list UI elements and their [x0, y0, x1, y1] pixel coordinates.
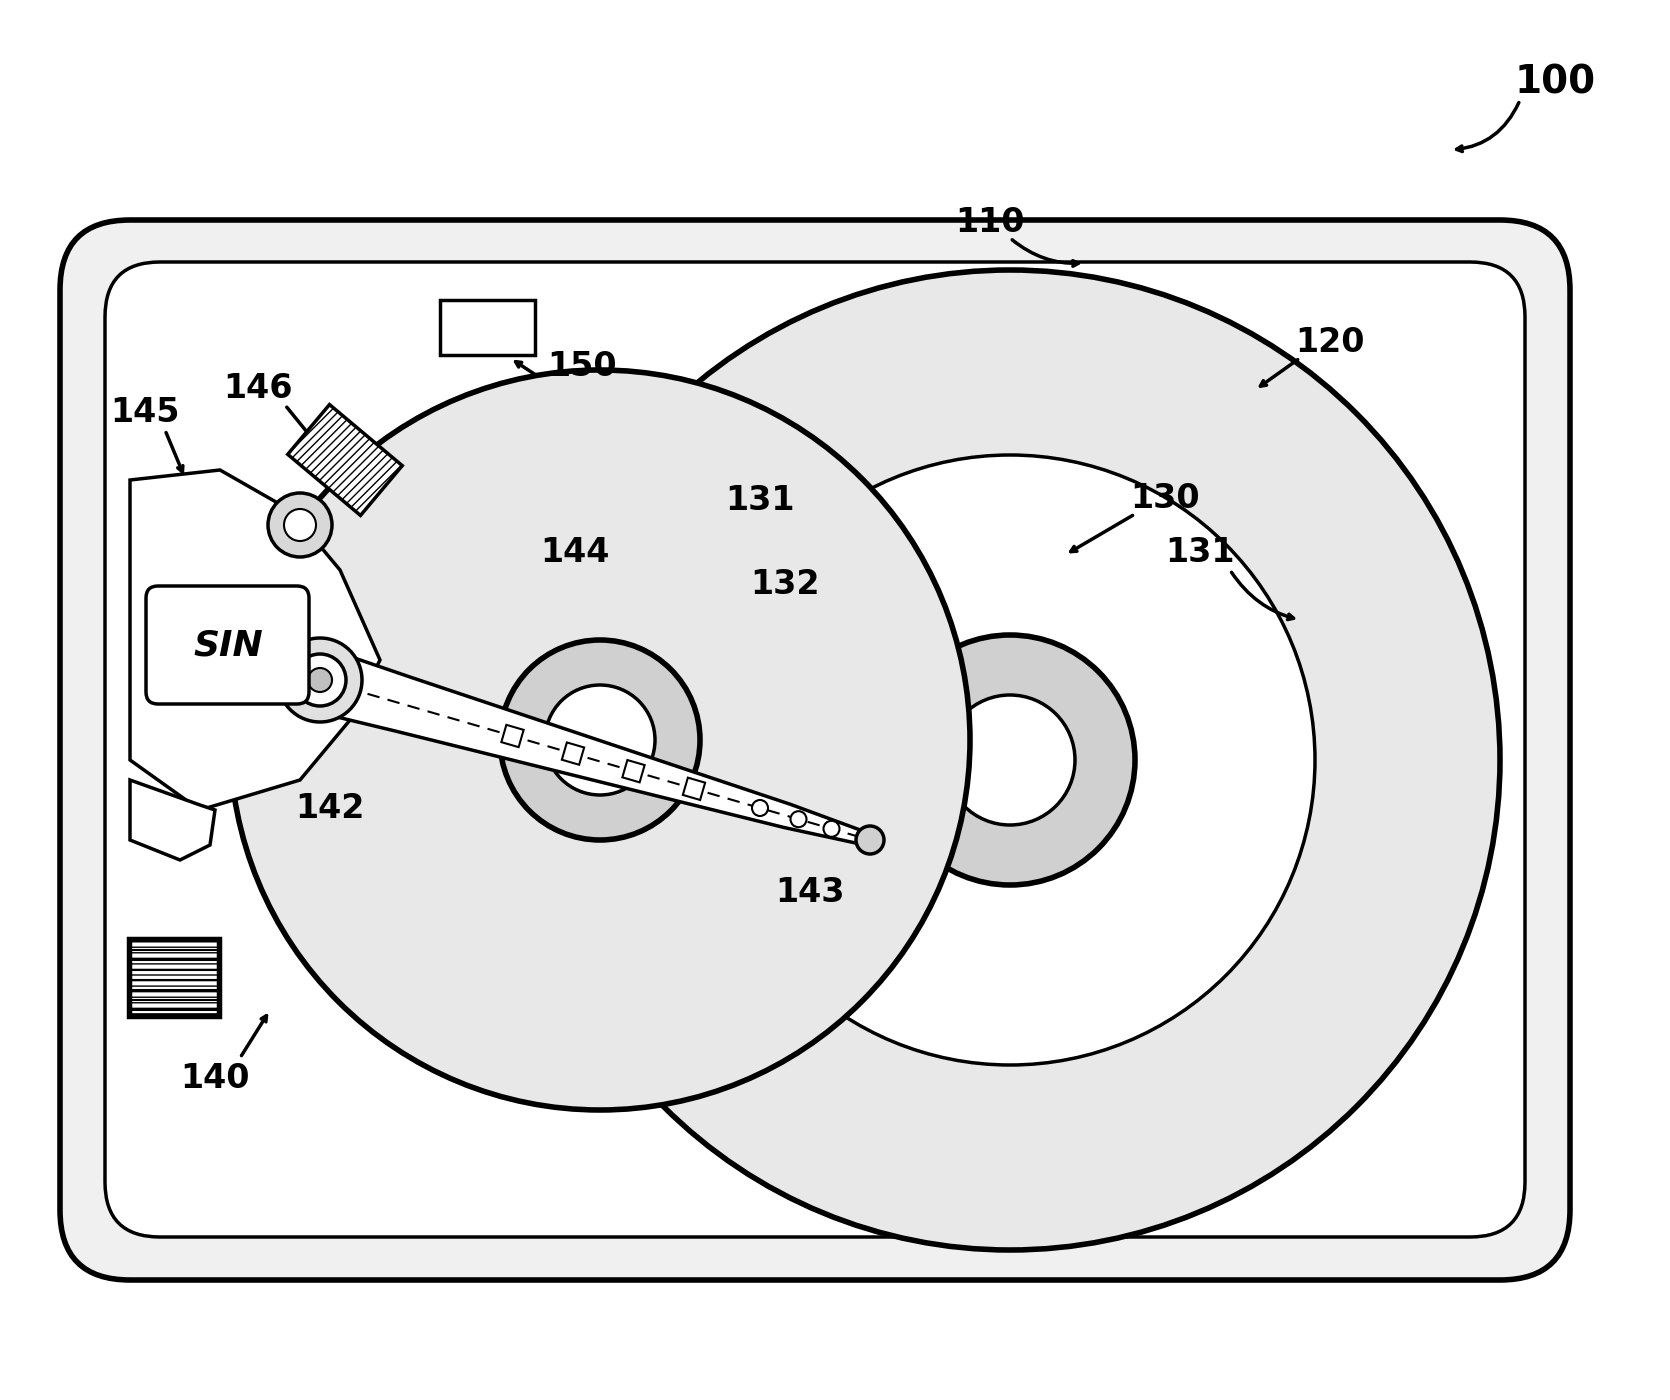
Text: 130: 130 — [1131, 482, 1199, 515]
Circle shape — [307, 668, 332, 692]
Polygon shape — [311, 650, 872, 846]
Circle shape — [294, 654, 346, 706]
Circle shape — [790, 811, 807, 827]
Bar — [287, 405, 402, 515]
Text: 131: 131 — [1166, 535, 1234, 568]
Circle shape — [544, 685, 655, 795]
Text: 120: 120 — [1296, 326, 1364, 358]
Circle shape — [267, 493, 332, 557]
Text: 146: 146 — [224, 371, 292, 405]
Bar — [439, 300, 534, 356]
Bar — [501, 725, 524, 748]
Circle shape — [823, 820, 840, 837]
Circle shape — [499, 640, 700, 840]
Circle shape — [945, 694, 1075, 825]
Bar — [683, 777, 705, 799]
Text: 143: 143 — [775, 875, 845, 909]
Text: 145: 145 — [110, 395, 180, 428]
Bar — [129, 938, 220, 1016]
Circle shape — [857, 826, 883, 854]
Text: 132: 132 — [750, 568, 820, 602]
Text: 150: 150 — [548, 350, 616, 384]
Circle shape — [705, 455, 1314, 1065]
Polygon shape — [130, 780, 215, 860]
Text: 140: 140 — [180, 1061, 250, 1095]
Text: SIN: SIN — [194, 629, 262, 662]
FancyBboxPatch shape — [60, 220, 1570, 1280]
Bar — [130, 939, 219, 1015]
Text: 100: 100 — [1515, 63, 1595, 101]
Circle shape — [230, 370, 970, 1110]
Bar — [623, 760, 645, 783]
Polygon shape — [130, 470, 381, 811]
Circle shape — [519, 270, 1500, 1250]
Text: 144: 144 — [541, 535, 610, 568]
Text: 110: 110 — [955, 206, 1025, 238]
Circle shape — [885, 636, 1136, 885]
Bar — [561, 742, 584, 764]
Circle shape — [277, 638, 362, 722]
FancyBboxPatch shape — [105, 262, 1525, 1238]
Text: 131: 131 — [725, 483, 795, 517]
Circle shape — [284, 510, 316, 540]
Circle shape — [752, 799, 768, 816]
FancyBboxPatch shape — [145, 587, 309, 704]
Text: 142: 142 — [296, 791, 364, 825]
